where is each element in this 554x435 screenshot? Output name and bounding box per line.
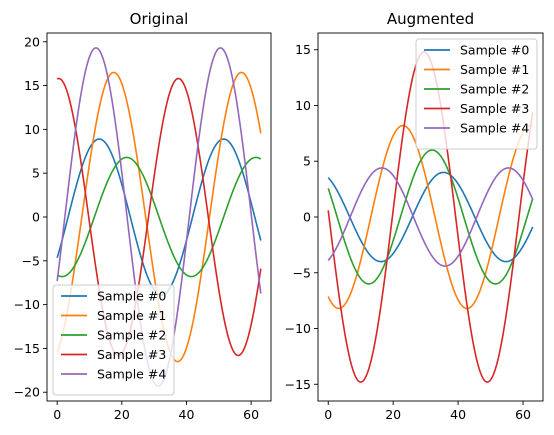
x-tick-label: 40 — [450, 407, 466, 422]
legend-box — [52, 284, 175, 396]
chart-panel-1: 0 20 40 60 −20 −15 −10 −5 0 5 10 15 20 Original Sample… — [14, 10, 272, 422]
series-line-4 — [327, 167, 534, 267]
y-tick-label: −5 — [22, 253, 40, 268]
y-tick-label: −20 — [14, 385, 40, 400]
series-line-2 — [327, 149, 534, 285]
legend: Sample #0 Sample #1 Sample #2 Sample #3 Samp… — [415, 38, 538, 150]
y-tick-label: 5 — [32, 166, 40, 181]
y-tick-label: −5 — [293, 265, 311, 280]
legend-entry: Sample #4 — [97, 367, 166, 382]
chart-title: Augmented — [387, 10, 474, 28]
y-tick-label: 10 — [24, 122, 40, 137]
legend-entry: Sample #2 — [460, 82, 529, 97]
x-tick-label: 40 — [179, 407, 195, 422]
legend-box — [415, 38, 538, 150]
legend-entry: Sample #3 — [97, 347, 166, 362]
legend-entry: Sample #4 — [460, 121, 529, 136]
series-line-0 — [327, 171, 534, 263]
y-tick-label: 0 — [303, 210, 311, 225]
series-line-3 — [56, 77, 262, 357]
x-tick-label: 60 — [515, 407, 531, 422]
x-tick-label: 20 — [114, 407, 130, 422]
y-tick-label: 15 — [295, 42, 311, 57]
y-tick-label: 0 — [32, 210, 40, 225]
series-line-1 — [327, 124, 534, 310]
y-tick-label: 10 — [295, 98, 311, 113]
x-tick-label: 0 — [53, 407, 61, 422]
y-tick-label: 5 — [303, 154, 311, 169]
y-tick-label: −10 — [14, 297, 40, 312]
y-tick-label: −10 — [285, 321, 311, 336]
legend-entry: Sample #1 — [97, 308, 166, 323]
chart-title: Original — [130, 10, 189, 28]
legend-entry: Sample #3 — [460, 101, 529, 116]
legend-entry: Sample #0 — [460, 43, 529, 58]
x-tick-label: 60 — [243, 407, 259, 422]
y-tick-label: 15 — [24, 78, 40, 93]
legend: Sample #0 Sample #1 Sample #2 Sample #3 Samp… — [52, 284, 175, 396]
y-tick-label: 20 — [24, 34, 40, 49]
series-line-2 — [56, 156, 262, 278]
y-tick-label: −15 — [14, 341, 40, 356]
y-tick-label: −15 — [285, 377, 311, 392]
legend-entry: Sample #0 — [97, 289, 166, 304]
legend-entry: Sample #1 — [460, 62, 529, 77]
legend-entry: Sample #2 — [97, 328, 166, 343]
x-tick-label: 20 — [385, 407, 401, 422]
x-tick-label: 0 — [324, 407, 332, 422]
